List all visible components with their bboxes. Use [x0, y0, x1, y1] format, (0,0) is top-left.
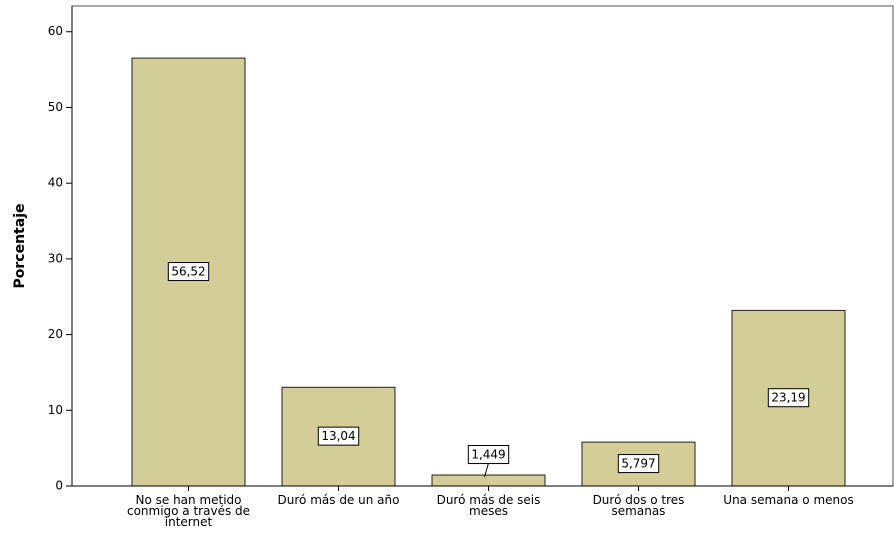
y-tick-label: 50 [48, 100, 63, 114]
value-label: 23,19 [771, 391, 805, 405]
value-label: 1,449 [471, 448, 505, 462]
y-axis-label: Porcentaje [12, 204, 28, 289]
x-tick-label-line: Una semana o menos [723, 493, 853, 507]
value-label-box [317, 426, 360, 446]
x-tick-label-line: conmigo a través de [127, 504, 250, 518]
x-tick-label-line: No se han metido [135, 493, 241, 507]
x-tick-label: Duró más de seis meses [437, 493, 541, 518]
x-tick-label-line: Duró más de seis [437, 493, 541, 507]
y-tick-label: 0 [55, 479, 63, 493]
value-label-box [767, 388, 810, 408]
x-tick-label: Duró más de un año [278, 493, 400, 507]
x-tick-label: No se han metido conmigo a través de inter… [127, 493, 250, 529]
x-tick-label: Duró dos o tres semanas [593, 493, 685, 518]
x-tick-label-line: internet [165, 515, 213, 529]
x-tick-label-line: semanas [612, 504, 666, 518]
x-tick-label: Una semana o menos [723, 493, 853, 507]
y-tick-label: 30 [48, 251, 63, 265]
y-tick-label: 20 [48, 327, 63, 341]
label-leader [484, 462, 489, 478]
x-tick-label-line: meses [469, 504, 508, 518]
value-label-box [617, 454, 660, 474]
bar [431, 474, 546, 487]
y-tick-label: 10 [48, 403, 63, 417]
value-label-box [467, 445, 510, 465]
value-label: 13,04 [321, 429, 355, 443]
value-label: 56,52 [171, 265, 205, 279]
value-label: 5,797 [621, 457, 655, 471]
y-tick-label: 60 [48, 24, 63, 38]
value-label-box [167, 262, 210, 282]
y-tick-label: 40 [48, 176, 63, 190]
x-tick-label-line: Duró dos o tres [593, 493, 685, 507]
x-tick-label-line: Duró más de un año [278, 493, 400, 507]
